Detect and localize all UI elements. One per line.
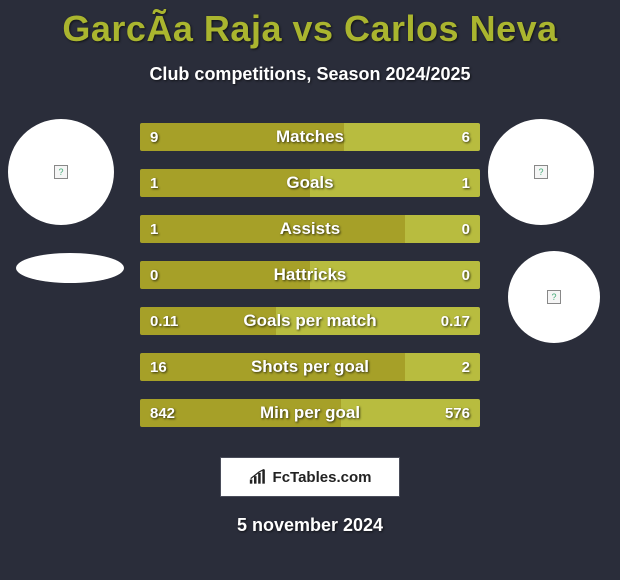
stat-label: Goals per match [140, 307, 480, 335]
stat-row: 10Assists [140, 215, 480, 243]
page-title: GarcÃ­a Raja vs Carlos Neva [0, 0, 620, 50]
bars-container: 96Matches 11Goals 10Assists 00Hattricks 0.11… [140, 123, 480, 445]
page-subtitle: Club competitions, Season 2024/2025 [0, 64, 620, 85]
stat-label: Assists [140, 215, 480, 243]
stat-label: Shots per goal [140, 353, 480, 381]
player-right-avatar: ? [488, 119, 594, 225]
chart-icon [249, 469, 269, 485]
image-placeholder-icon: ? [547, 290, 561, 304]
stat-label: Hattricks [140, 261, 480, 289]
stat-label: Min per goal [140, 399, 480, 427]
logo-text: FcTables.com [273, 469, 372, 486]
date-label: 5 november 2024 [0, 515, 620, 536]
stat-row: 96Matches [140, 123, 480, 151]
stat-row: 00Hattricks [140, 261, 480, 289]
image-placeholder-icon: ? [534, 165, 548, 179]
club-left-badge [16, 253, 124, 283]
stat-row: 11Goals [140, 169, 480, 197]
stat-row: 162Shots per goal [140, 353, 480, 381]
stat-row: 842576Min per goal [140, 399, 480, 427]
stat-label: Matches [140, 123, 480, 151]
club-right-badge: ? [508, 251, 600, 343]
stat-row: 0.110.17Goals per match [140, 307, 480, 335]
fctables-logo[interactable]: FcTables.com [220, 457, 400, 497]
image-placeholder-icon: ? [54, 165, 68, 179]
player-left-avatar: ? [8, 119, 114, 225]
stat-label: Goals [140, 169, 480, 197]
comparison-chart: ? ? ? 96Matches 11Goals 10Assists 00Hattric… [0, 115, 620, 435]
